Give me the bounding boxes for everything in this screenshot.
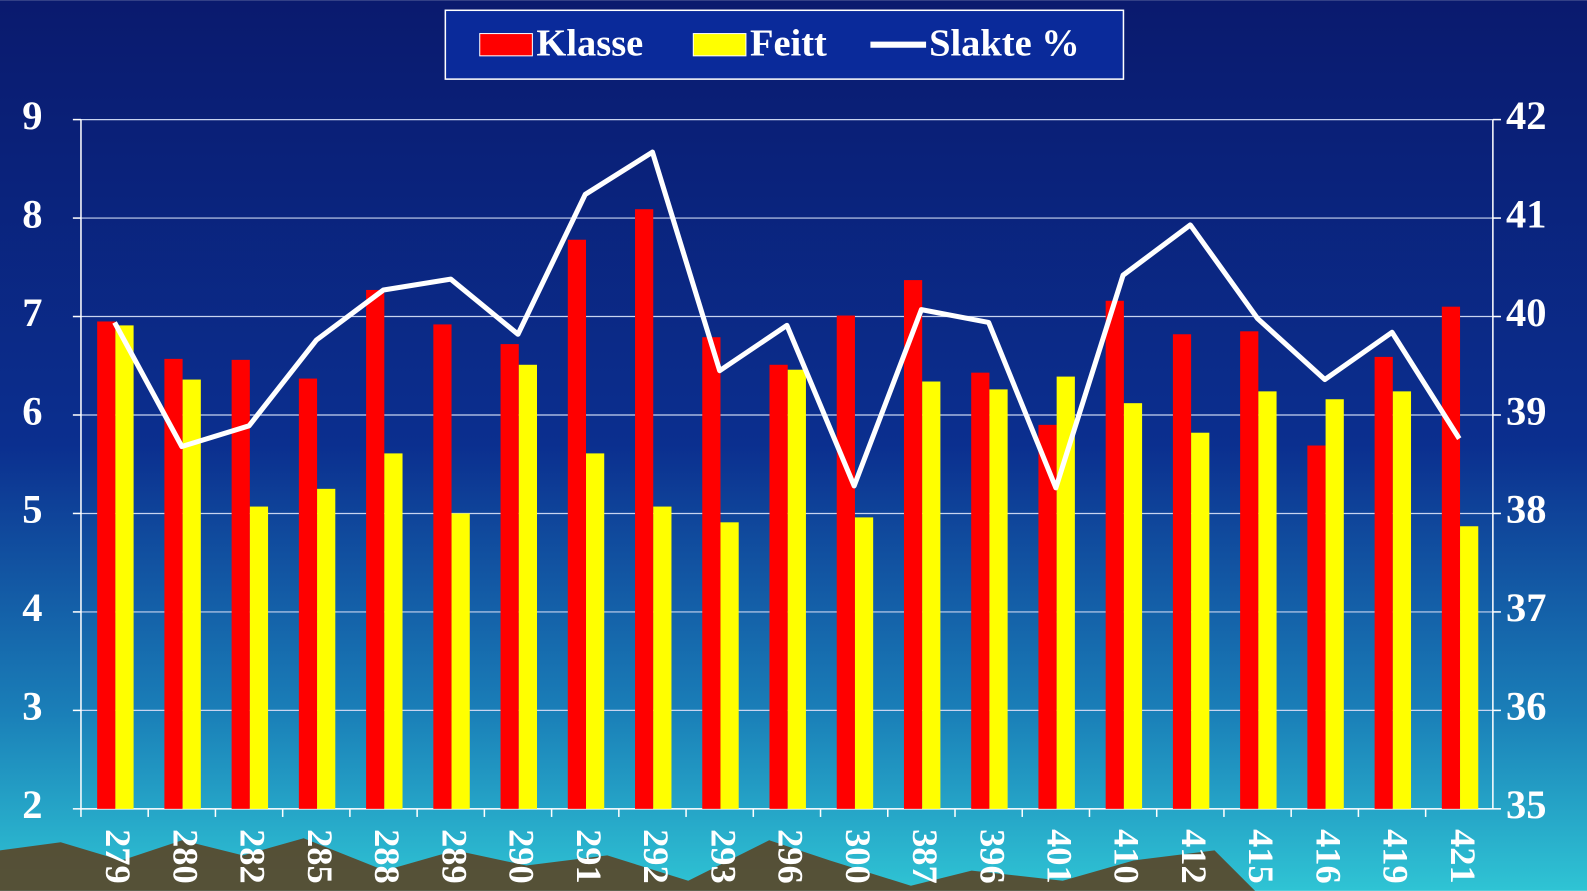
x-tick-label: 293 — [703, 829, 743, 884]
y2-tick-label: 37 — [1506, 585, 1546, 630]
y2-tick-label: 36 — [1506, 684, 1546, 729]
bar — [702, 337, 721, 809]
bar — [903, 280, 923, 809]
bar — [971, 372, 990, 809]
y2-tick-label: 35 — [1506, 782, 1546, 827]
bar — [182, 379, 201, 809]
bar — [854, 517, 874, 809]
x-tick-label: 280 — [165, 829, 205, 884]
x-tick-label: 285 — [300, 829, 340, 884]
legend-label: Feitt — [750, 23, 827, 65]
y-tick-label: 5 — [22, 487, 42, 532]
y-tick-label: 7 — [22, 290, 42, 335]
y-tick-label: 8 — [22, 191, 42, 236]
bar — [635, 209, 654, 809]
y-tick-label: 6 — [22, 388, 42, 433]
bar — [787, 369, 806, 809]
bar — [1258, 391, 1277, 809]
x-tick-label: 410 — [1107, 829, 1147, 884]
legend-label: Klasse — [536, 23, 643, 65]
legend: Klasse Feitt Slakte % — [479, 23, 1080, 65]
legend-swatch — [479, 33, 533, 57]
bar — [769, 364, 788, 809]
bar — [97, 321, 116, 809]
bar — [836, 315, 855, 809]
x-tick-label: 415 — [1241, 829, 1281, 884]
legend-label: Slakte % — [929, 23, 1080, 65]
bar — [1392, 391, 1412, 809]
bar — [433, 324, 452, 809]
x-tick-label: 279 — [98, 829, 138, 884]
y-tick-label: 3 — [22, 684, 42, 729]
mountains — [0, 838, 1256, 891]
bar — [500, 344, 519, 809]
bar — [115, 325, 134, 809]
y-tick-label: 2 — [22, 782, 42, 827]
bar — [1307, 445, 1326, 809]
bar — [586, 453, 605, 809]
bar — [1123, 403, 1143, 809]
bar — [1374, 356, 1393, 809]
y2-tick-label: 42 — [1506, 93, 1546, 138]
legend-box — [444, 9, 1125, 80]
legend-swatch — [692, 33, 747, 57]
y-tick-label: 9 — [22, 93, 42, 138]
y2-tick-label: 40 — [1506, 290, 1546, 335]
bar — [1191, 432, 1210, 809]
bar — [249, 506, 269, 809]
x-tick-label: 387 — [905, 829, 945, 884]
x-tick-label: 300 — [838, 829, 878, 884]
y2-tick-label: 41 — [1506, 191, 1546, 236]
x-tick-label: 289 — [434, 829, 474, 884]
y2-tick-label: 39 — [1506, 388, 1546, 433]
x-tick-label: 396 — [972, 829, 1012, 884]
bar — [1056, 376, 1075, 809]
x-tick-label: 290 — [502, 829, 542, 884]
bar — [720, 522, 739, 809]
line — [112, 149, 1462, 491]
x-tick-label: 292 — [636, 829, 676, 884]
bar — [1172, 334, 1192, 809]
bar — [1325, 399, 1344, 809]
bar — [366, 289, 385, 809]
x-tick-label: 296 — [771, 829, 811, 884]
x-tick-label: 401 — [1039, 829, 1079, 884]
y-tick-label: 4 — [22, 585, 42, 630]
x-tick-label: 412 — [1174, 829, 1214, 884]
bar — [567, 239, 587, 809]
bar — [164, 358, 183, 809]
bar — [384, 453, 403, 809]
x-tick-label: 282 — [233, 829, 273, 884]
x-tick-label: 416 — [1308, 829, 1348, 884]
bar — [989, 389, 1008, 809]
bar — [518, 364, 538, 809]
x-tick-label: 291 — [569, 829, 609, 884]
y2-tick-label: 38 — [1506, 487, 1546, 532]
x-tick-label: 288 — [367, 829, 407, 884]
bar — [231, 359, 250, 809]
bar — [653, 506, 672, 809]
bar — [317, 488, 336, 809]
bar — [1240, 331, 1259, 809]
x-tick-label: 419 — [1376, 829, 1416, 884]
bar — [1441, 306, 1461, 809]
plot-area: 2 3 4 5 6 7 8 9 35 36 37 38 39 40 41 42 279 280 282 285 288 2… — [22, 93, 1546, 884]
bar — [1460, 526, 1479, 809]
x-tick-label: 421 — [1443, 829, 1483, 884]
bar — [1105, 300, 1124, 809]
bar — [922, 381, 941, 809]
bar — [1038, 424, 1057, 809]
bar — [451, 513, 470, 809]
bar — [298, 378, 318, 809]
